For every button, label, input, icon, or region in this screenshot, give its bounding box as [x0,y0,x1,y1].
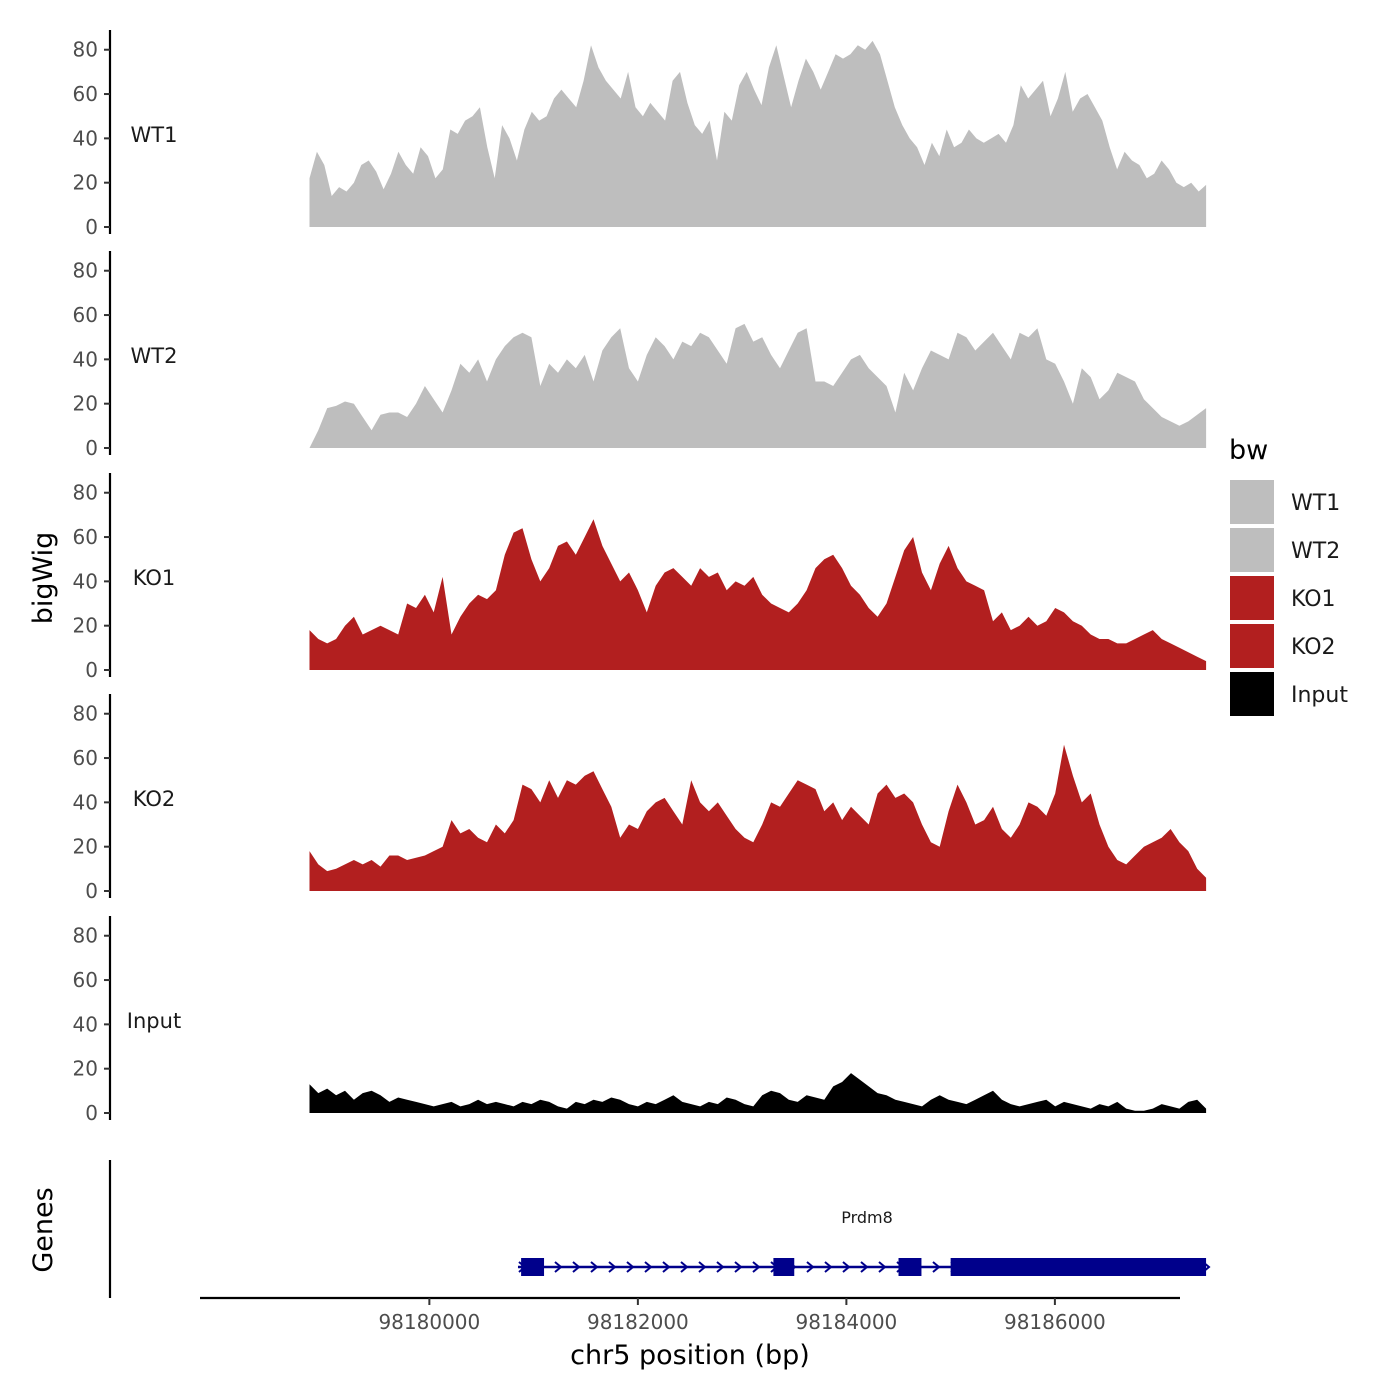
y-tick-label: 80 [73,481,98,505]
track-wt2: 0 20 40 60 80 WT2 [73,251,1207,460]
y-tick-label: 40 [73,790,98,814]
y-tick-label: 20 [73,392,98,416]
y-axis-title: bigWig [28,532,59,625]
signal-tracks: 0 20 40 60 80 WT1 0 20 40 60 80 WT2 0 20 40 60 80 KO1 0 20 4… [73,30,1207,1125]
strand-chevron [590,1261,599,1273]
track-label-ko1: KO1 [133,566,176,590]
area-ko2 [309,744,1207,891]
y-tick-label: 60 [73,746,98,770]
legend-label-ko1: KO1 [1291,587,1336,612]
legend-key-input [1230,672,1274,716]
strand-chevron [752,1261,761,1273]
y-tick-label: 0 [85,879,98,903]
strand-chevron [824,1261,833,1273]
x-tick-label: 98182000 [587,1310,689,1334]
x-tick-label: 98180000 [378,1310,480,1334]
gene-exon [898,1258,922,1276]
strand-chevron [716,1261,725,1273]
x-tick-label: 98184000 [795,1310,897,1334]
legend-key-wt2 [1230,528,1274,572]
track-wt1: 0 20 40 60 80 WT1 [73,30,1207,239]
gene-exon [950,1258,1207,1276]
strand-chevron [860,1261,869,1273]
y-tick-label: 20 [73,171,98,195]
y-tick-label: 0 [85,436,98,460]
strand-chevron [608,1261,617,1273]
y-tick-label: 20 [73,614,98,638]
strand-chevron [662,1261,671,1273]
area-ko1 [309,519,1207,670]
track-label-input: Input [127,1009,181,1033]
legend-label-input: Input [1291,683,1348,708]
strand-chevron [878,1261,887,1273]
legend: bw WT1 WT2 KO1 KO2 Input [1229,435,1348,716]
gene-label: Prdm8 [841,1208,893,1227]
track-input: 0 20 40 60 80 Input [73,916,1207,1125]
y-tick-label: 60 [73,525,98,549]
x-tick-label: 98186000 [1004,1310,1106,1334]
legend-label-wt2: WT2 [1291,539,1340,564]
area-wt1 [309,40,1207,228]
y-tick-label: 80 [73,259,98,283]
strand-chevron [932,1261,941,1273]
gene-exon [773,1258,795,1276]
legend-title: bw [1229,435,1268,466]
y-tick-label: 40 [73,1012,98,1036]
legend-key-ko1 [1230,576,1274,620]
y-tick-label: 40 [73,126,98,150]
y-tick-label: 80 [73,702,98,726]
y-tick-label: 60 [73,968,98,992]
y-tick-label: 80 [73,38,98,62]
area-input [309,1073,1207,1113]
strand-chevron [626,1261,635,1273]
x-axis: 98180000 98182000 98184000 98186000 [200,1296,1180,1334]
strand-chevron [644,1261,653,1273]
y-tick-label: 20 [73,1057,98,1081]
legend-label-wt1: WT1 [1291,491,1340,516]
y-tick-label: 80 [73,924,98,948]
x-axis-title: chr5 position (bp) [570,1340,810,1371]
genes-axis-title: Genes [28,1187,59,1272]
track-ko2: 0 20 40 60 80 KO2 [73,694,1207,903]
y-tick-label: 60 [73,82,98,106]
strand-chevron [698,1261,707,1273]
strand-chevron [680,1261,689,1273]
y-tick-label: 0 [85,215,98,239]
gene-exon [521,1258,545,1276]
legend-key-wt1 [1230,480,1274,524]
track-ko1: 0 20 40 60 80 KO1 [73,473,1207,682]
strand-chevron [572,1261,581,1273]
legend-key-ko2 [1230,624,1274,668]
strand-chevron [806,1261,815,1273]
legend-label-ko2: KO2 [1291,635,1336,660]
area-wt2 [309,323,1207,448]
y-tick-label: 0 [85,1101,98,1125]
gene-track: Prdm8 [108,1160,1211,1298]
strand-chevron [842,1261,851,1273]
track-label-ko2: KO2 [133,787,176,811]
strand-chevron [734,1261,743,1273]
track-label-wt2: WT2 [131,344,178,368]
y-tick-label: 40 [73,569,98,593]
y-tick-label: 40 [73,347,98,371]
y-tick-label: 0 [85,658,98,682]
track-label-wt1: WT1 [131,123,178,147]
y-tick-label: 60 [73,303,98,327]
y-tick-label: 20 [73,835,98,859]
strand-chevron [554,1261,563,1273]
